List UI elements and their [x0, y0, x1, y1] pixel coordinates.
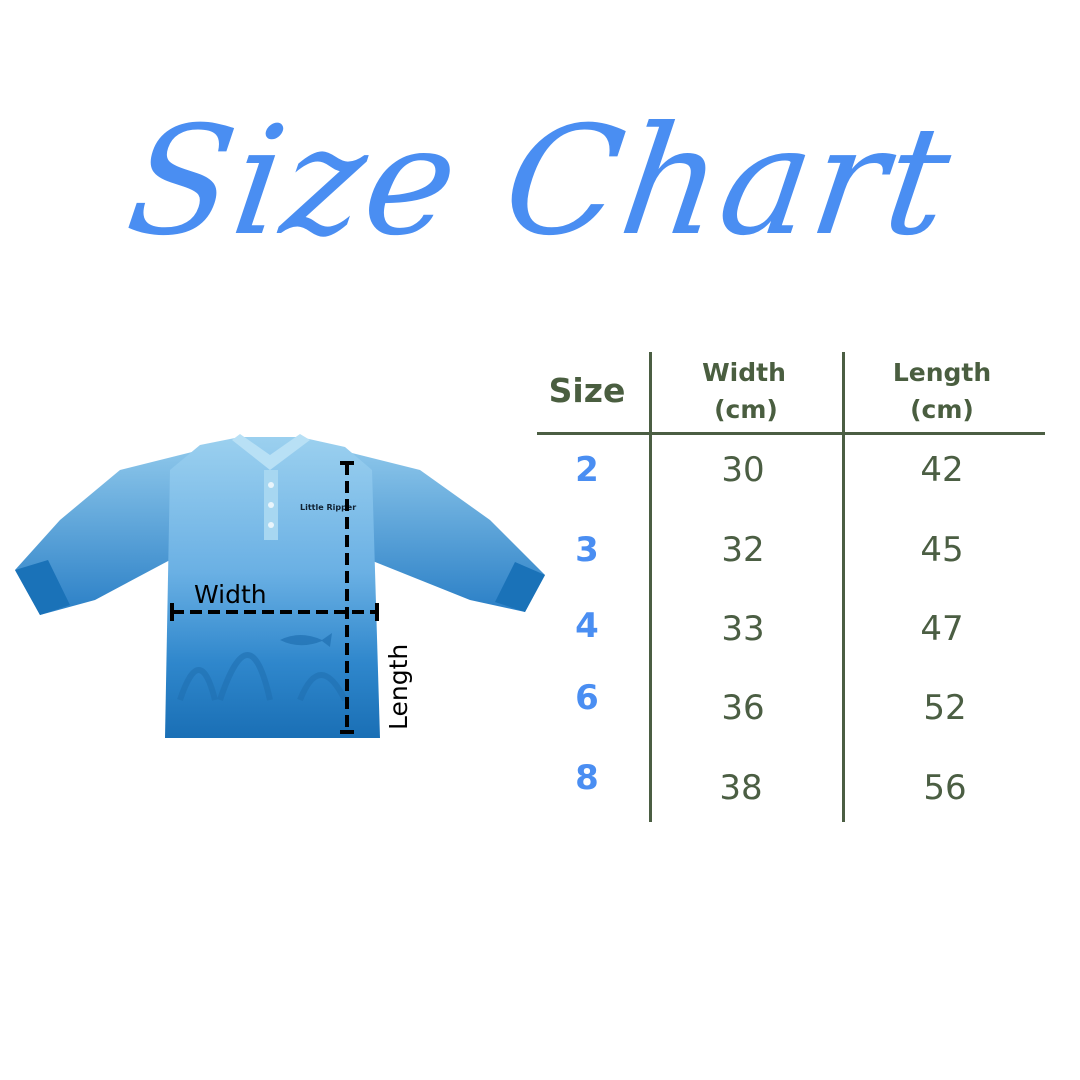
header-width: Width	[702, 358, 786, 387]
length-label: Length	[384, 644, 413, 730]
length-cell: 56	[923, 768, 967, 808]
size-cell: 8	[575, 758, 599, 798]
width-cell: 38	[719, 768, 763, 808]
right-sleeve	[340, 450, 545, 612]
left-cuff	[15, 560, 70, 615]
right-cuff	[495, 562, 545, 612]
left-sleeve	[15, 450, 200, 615]
header-divider	[537, 432, 1045, 435]
header-size: Size	[548, 371, 626, 410]
width-cell: 32	[721, 530, 765, 570]
width-cell: 33	[721, 609, 765, 649]
size-cell: 2	[575, 450, 599, 490]
header-length: Length	[892, 358, 992, 387]
header-length-unit: (cm)	[910, 395, 974, 424]
page-title: Size Chart	[118, 95, 962, 269]
column-divider	[842, 352, 845, 822]
width-cell: 30	[721, 450, 765, 490]
column-divider	[649, 352, 652, 822]
shirt-logo: Little Ripper	[300, 503, 356, 512]
shirt-body	[165, 437, 380, 738]
width-label: Width	[194, 580, 267, 609]
collar	[232, 434, 310, 470]
header-width-unit: (cm)	[714, 395, 778, 424]
shirt-diagram: Little Ripper Width Length	[15, 434, 545, 738]
length-cell: 52	[923, 688, 967, 728]
fish-silhouette	[280, 633, 332, 647]
length-cell: 45	[920, 530, 964, 570]
size-cell: 4	[575, 606, 599, 646]
size-cell: 3	[575, 530, 599, 570]
length-cell: 42	[920, 450, 964, 490]
size-cell: 6	[575, 678, 599, 718]
length-cell: 47	[920, 609, 964, 649]
width-cell: 36	[721, 688, 765, 728]
